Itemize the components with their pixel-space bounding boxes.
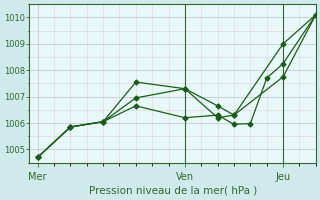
X-axis label: Pression niveau de la mer( hPa ): Pression niveau de la mer( hPa ) [89,186,257,196]
